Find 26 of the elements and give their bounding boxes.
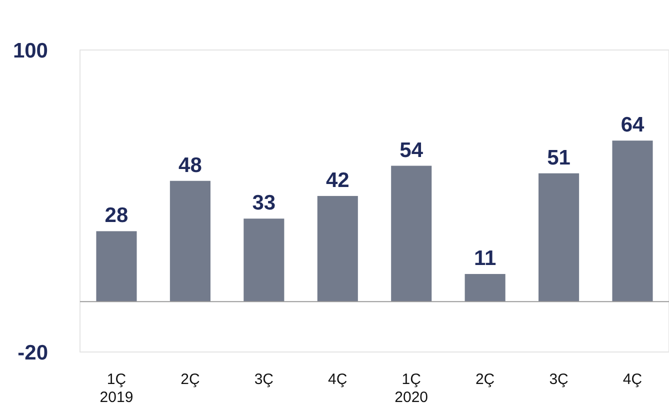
bar bbox=[244, 218, 284, 302]
y-tick-label: 100 bbox=[12, 39, 48, 62]
x-tick-label: 3Ç bbox=[254, 371, 274, 388]
data-label: 33 bbox=[252, 192, 276, 215]
bar bbox=[391, 166, 432, 302]
bar bbox=[170, 180, 210, 302]
bar bbox=[317, 196, 358, 302]
data-label: 42 bbox=[326, 168, 350, 192]
bar bbox=[464, 274, 506, 302]
data-label: 11 bbox=[474, 246, 496, 270]
x-tick-label: 1Ç 2020 bbox=[394, 371, 428, 406]
bar bbox=[612, 140, 653, 302]
data-label: 48 bbox=[178, 154, 202, 177]
x-tick-label: 2Ç bbox=[180, 371, 200, 388]
data-label: 51 bbox=[547, 146, 571, 170]
y-tick-label: -20 bbox=[18, 341, 48, 364]
data-label: 64 bbox=[620, 114, 645, 137]
x-tick-label: 1Ç 2019 bbox=[100, 371, 134, 406]
x-tick-label: 2Ç bbox=[475, 371, 495, 388]
x-tick-label: 4Ç bbox=[622, 371, 642, 388]
x-tick-label: 4Ç bbox=[328, 371, 348, 388]
data-label: 54 bbox=[400, 138, 424, 162]
x-tick-label: 3Ç bbox=[549, 371, 569, 388]
bar bbox=[96, 231, 137, 302]
data-label: 28 bbox=[104, 204, 128, 228]
bar bbox=[538, 173, 580, 302]
